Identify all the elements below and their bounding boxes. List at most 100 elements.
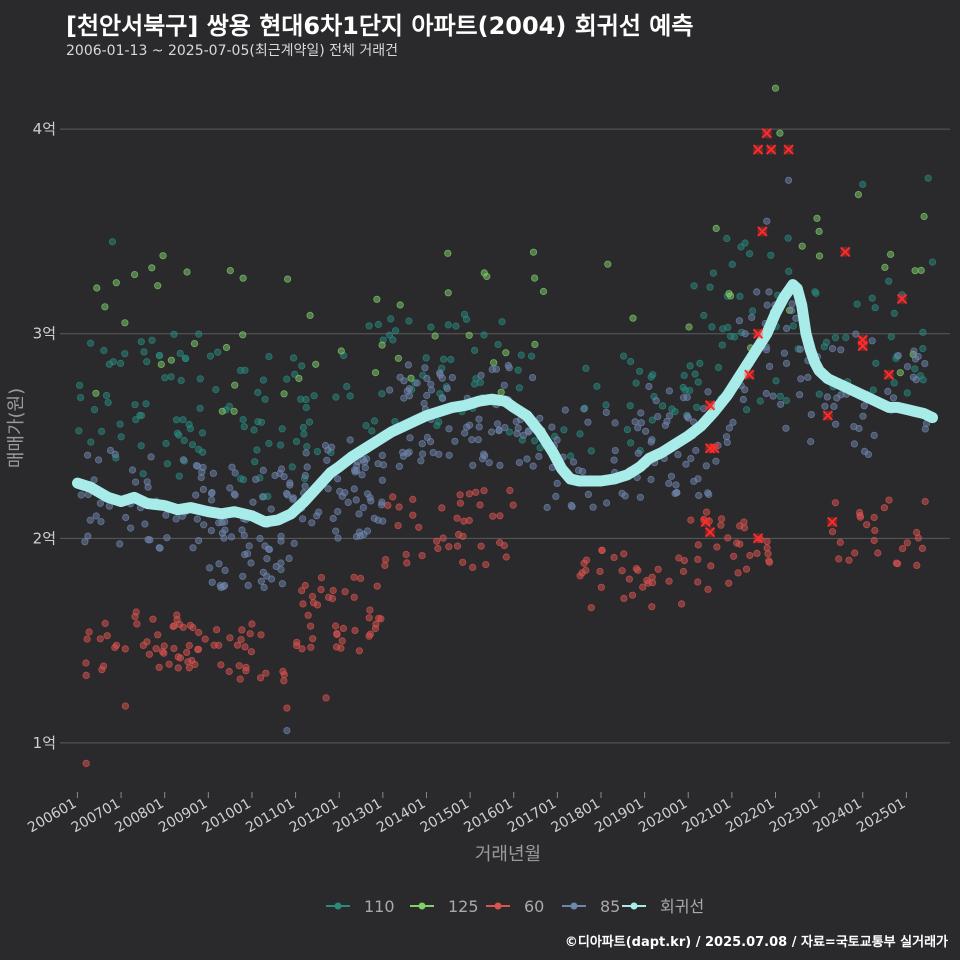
point-85 — [631, 418, 639, 426]
point-60 — [280, 671, 288, 679]
point-60 — [618, 567, 626, 575]
point-110 — [100, 346, 108, 355]
point-60 — [366, 606, 374, 614]
point-60 — [465, 490, 473, 498]
point-60 — [763, 544, 771, 552]
point-110 — [505, 428, 514, 436]
point-85 — [637, 419, 646, 427]
point-85 — [122, 513, 130, 522]
point-110 — [869, 386, 877, 394]
point-60 — [242, 667, 250, 675]
point-110 — [283, 375, 291, 383]
point-85 — [704, 388, 712, 396]
point-85 — [652, 397, 660, 405]
point-85 — [84, 532, 92, 540]
point-60 — [765, 558, 774, 566]
point-125 — [337, 347, 345, 355]
point-85 — [147, 453, 155, 461]
x-tick-labels: 2006012007012008012009012010012011012012… — [25, 792, 908, 836]
point-85 — [333, 475, 342, 483]
point-60 — [610, 553, 618, 562]
point-85 — [239, 572, 247, 580]
point-60 — [82, 759, 90, 768]
point-110 — [104, 398, 112, 407]
point-60 — [724, 534, 732, 542]
point-110 — [140, 348, 148, 356]
point-60 — [870, 513, 878, 522]
point-110 — [278, 425, 286, 433]
point-110 — [300, 430, 308, 438]
point-60 — [620, 594, 628, 603]
point-85 — [645, 382, 653, 391]
point-110 — [177, 376, 185, 385]
highlight-marker — [765, 144, 777, 155]
point-60 — [480, 487, 488, 495]
point-85 — [290, 539, 298, 548]
point-125 — [280, 390, 288, 398]
point-60 — [213, 626, 221, 634]
point-60 — [587, 604, 595, 612]
point-60 — [83, 635, 91, 643]
point-110 — [195, 330, 203, 338]
point-60 — [173, 616, 181, 624]
point-85 — [553, 479, 561, 487]
point-85 — [435, 450, 443, 458]
point-85 — [259, 466, 267, 474]
point-85 — [852, 330, 860, 338]
point-60 — [283, 704, 291, 712]
point-110 — [462, 315, 471, 323]
point-125 — [539, 287, 548, 296]
point-110 — [343, 382, 351, 391]
point-125 — [121, 319, 129, 327]
point-60 — [845, 556, 853, 564]
point-60 — [482, 560, 490, 569]
point-85 — [469, 461, 477, 469]
point-60 — [654, 565, 662, 573]
point-110 — [313, 447, 321, 456]
point-60 — [351, 626, 359, 635]
point-85 — [683, 393, 691, 401]
point-125 — [490, 359, 498, 367]
point-85 — [163, 534, 171, 542]
point-60 — [176, 654, 184, 662]
point-85 — [106, 446, 115, 454]
point-125 — [407, 374, 415, 382]
point-85 — [249, 498, 257, 506]
point-85 — [584, 490, 593, 498]
point-85 — [263, 572, 271, 580]
point-60 — [921, 497, 929, 506]
point-60 — [742, 565, 751, 573]
point-60 — [764, 550, 772, 558]
point-60 — [238, 626, 246, 634]
highlight-marker — [840, 246, 851, 258]
point-110 — [143, 358, 151, 366]
point-125 — [431, 332, 439, 340]
point-110 — [709, 269, 718, 277]
point-60 — [322, 694, 330, 702]
point-85 — [528, 373, 537, 382]
point-60 — [98, 666, 106, 674]
point-85 — [543, 503, 551, 512]
x-tick-label: 202501 — [854, 796, 908, 837]
point-60 — [183, 648, 191, 657]
point-60 — [373, 582, 381, 590]
point-85 — [463, 423, 471, 431]
point-60 — [620, 550, 628, 558]
point-85 — [199, 485, 207, 493]
data-points — [75, 84, 937, 768]
point-125 — [378, 341, 386, 349]
point-60 — [246, 630, 254, 638]
point-110 — [924, 174, 932, 182]
point-110 — [842, 333, 850, 342]
point-85 — [524, 427, 532, 435]
point-125 — [183, 268, 191, 276]
point-85 — [807, 410, 815, 419]
point-85 — [634, 424, 642, 432]
point-60 — [195, 628, 203, 637]
highlight-marker — [704, 400, 716, 411]
point-85 — [346, 436, 354, 444]
point-85 — [782, 324, 791, 333]
point-60 — [639, 583, 647, 591]
point-85 — [405, 392, 413, 400]
point-85 — [395, 462, 403, 470]
